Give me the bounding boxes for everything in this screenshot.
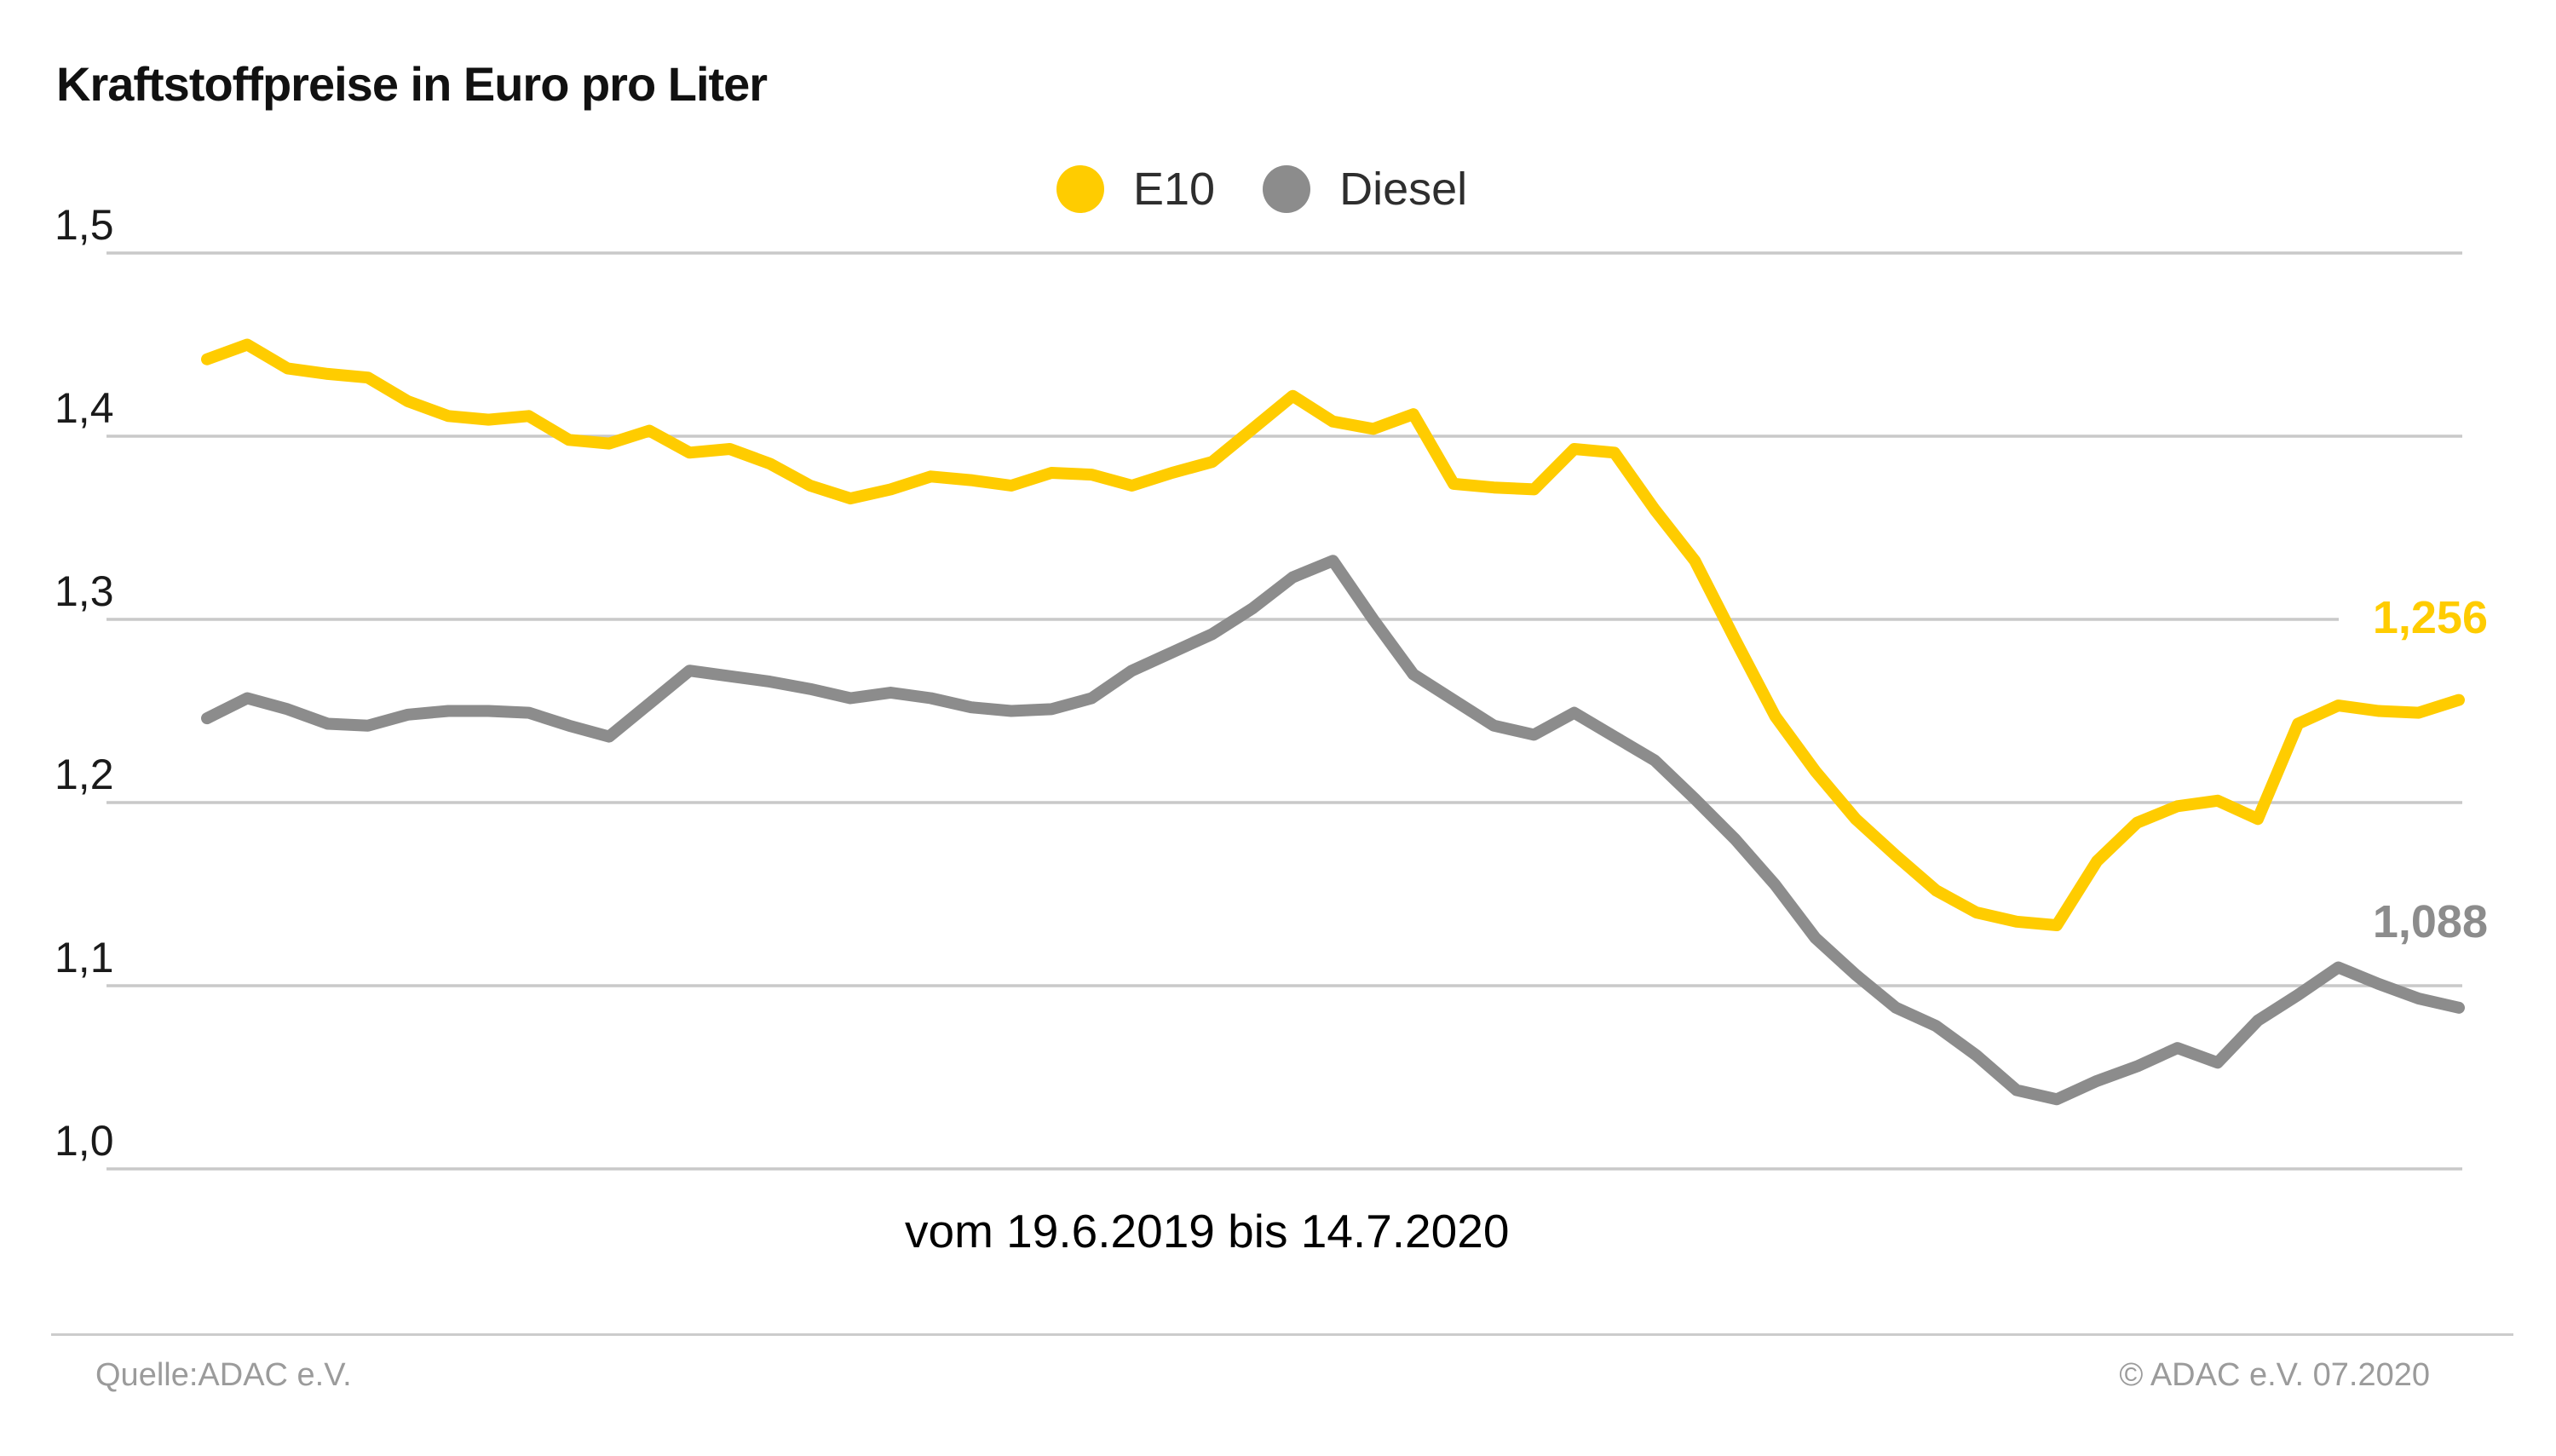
legend-label-diesel: Diesel bbox=[1339, 164, 1468, 215]
footer-separator bbox=[51, 1333, 2513, 1336]
legend-dot-e10 bbox=[1056, 165, 1104, 213]
end-label-e10: 1,256 bbox=[2372, 591, 2488, 643]
chart-title: Kraftstoffpreise in Euro pro Liter bbox=[56, 57, 768, 111]
caption-date-range: vom 19.6.2019 bis 14.7.2020 bbox=[905, 1205, 1510, 1257]
end-label-diesel: 1,088 bbox=[2372, 895, 2488, 947]
series-line-diesel bbox=[201, 555, 2465, 1106]
legend-dot-diesel bbox=[1263, 165, 1311, 213]
legend-label-e10: E10 bbox=[1133, 164, 1216, 215]
legend: E10 Diesel bbox=[1056, 164, 1467, 215]
source-text: Quelle:ADAC e.V. bbox=[95, 1357, 352, 1393]
copyright-text: © ADAC e.V. 07.2020 bbox=[2119, 1357, 2430, 1393]
series-line-e10 bbox=[201, 338, 2465, 931]
